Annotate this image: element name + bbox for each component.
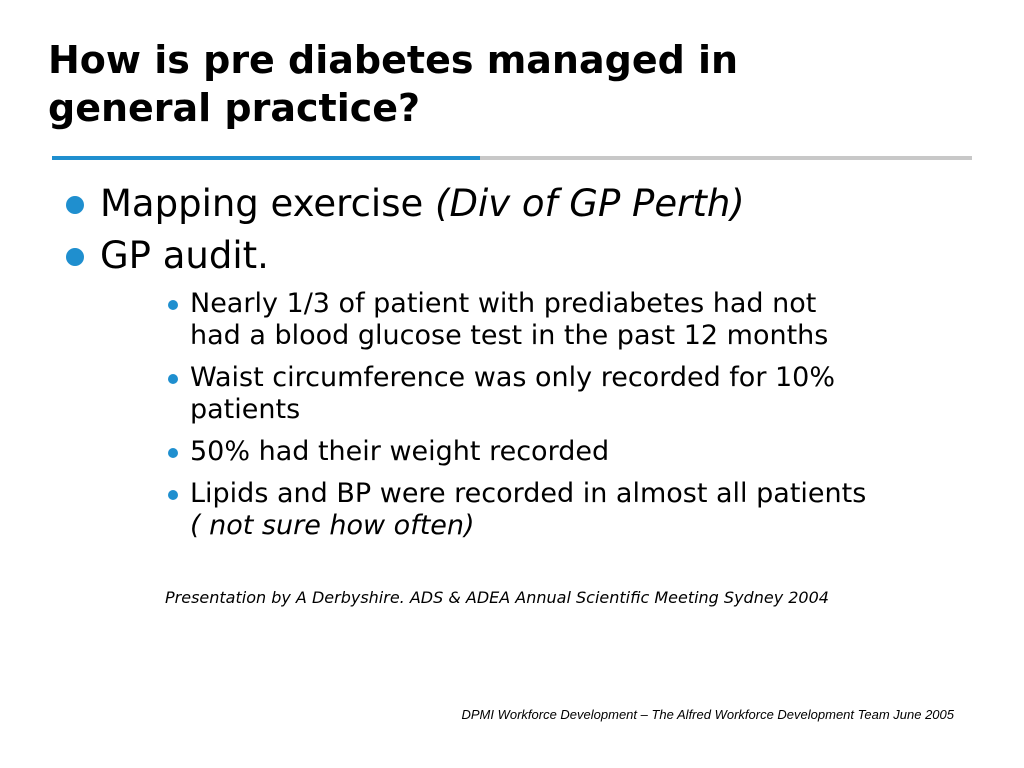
sub-bullet-weight: 50% had their weight recorded bbox=[166, 436, 996, 468]
sub-bullet-line: patients bbox=[190, 394, 301, 425]
sub-bullet-icon bbox=[168, 374, 178, 384]
bullet-text: GP audit. bbox=[100, 234, 269, 277]
title-underline-accent bbox=[52, 156, 480, 160]
main-bullet-list: Mapping exercise (Div of GP Perth) GP au… bbox=[62, 178, 982, 282]
bullet-icon bbox=[66, 196, 84, 214]
slide-footer: DPMI Workforce Development – The Alfred … bbox=[461, 707, 954, 722]
slide-title-line-2: general practice? bbox=[48, 86, 421, 130]
citation: Presentation by A Derbyshire. ADS & ADEA… bbox=[165, 588, 829, 607]
bullet-icon bbox=[66, 248, 84, 266]
title-underline-gray bbox=[480, 156, 972, 160]
sub-bullet-line: Nearly 1/3 of patient with prediabetes h… bbox=[190, 288, 817, 319]
slide-title-line-1: How is pre diabetes managed in bbox=[48, 38, 739, 82]
sub-bullet-lipids-bp: Lipids and BP were recorded in almost al… bbox=[166, 478, 996, 542]
bullet-item-gp-audit: GP audit. bbox=[62, 230, 982, 282]
sub-bullet-line: 50% had their weight recorded bbox=[190, 436, 610, 467]
sub-bullet-icon bbox=[168, 300, 178, 310]
sub-bullet-line: Lipids and BP were recorded in almost al… bbox=[190, 478, 867, 509]
sub-bullet-line-note: ( not sure how often) bbox=[190, 510, 475, 541]
sub-bullet-icon bbox=[168, 448, 178, 458]
sub-bullet-list: Nearly 1/3 of patient with prediabetes h… bbox=[166, 288, 996, 552]
sub-bullet-glucose-test: Nearly 1/3 of patient with prediabetes h… bbox=[166, 288, 996, 352]
bullet-item-mapping-exercise: Mapping exercise (Div of GP Perth) bbox=[62, 178, 982, 230]
slide-title: How is pre diabetes managed in general p… bbox=[48, 36, 978, 132]
sub-bullet-icon bbox=[168, 490, 178, 500]
sub-bullet-line: Waist circumference was only recorded fo… bbox=[190, 362, 836, 393]
sub-bullet-waist-circumference: Waist circumference was only recorded fo… bbox=[166, 362, 996, 426]
sub-bullet-line: had a blood glucose test in the past 12 … bbox=[190, 320, 829, 351]
bullet-emphasis: (Div of GP Perth) bbox=[435, 182, 745, 225]
bullet-text: Mapping exercise bbox=[100, 182, 436, 225]
